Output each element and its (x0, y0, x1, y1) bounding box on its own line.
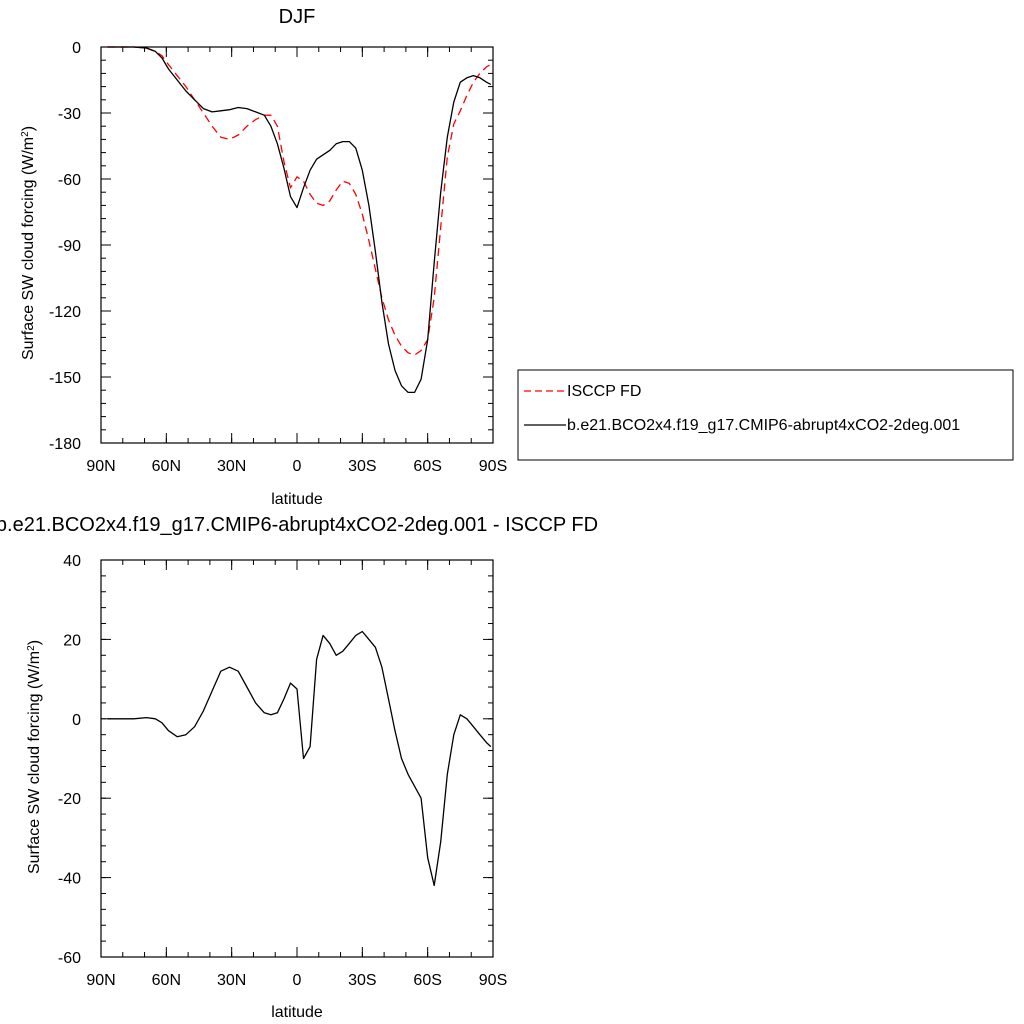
bottom-y-tick-label: -20 (58, 791, 81, 808)
bottom-y-tick-label: 0 (72, 712, 81, 729)
top-panel: DJF 90N 60N 30N 0 30S 60S 90S 0 -30 -60 -90 -120 -15… (20, 6, 1014, 508)
top-x-tick-label: 30N (217, 458, 246, 475)
top-x-tick-label: 60S (413, 458, 441, 475)
bottom-y-tick-label: -60 (58, 950, 81, 967)
bottom-y-tick-label: -40 (58, 871, 81, 888)
bottom-panel: b.e21.BCO2x4.f19_g17.CMIP6-abrupt4xCO2-2… (0, 514, 598, 1021)
bottom-y-axis-label: Surface SW cloud forcing (W/m2) (26, 640, 44, 874)
top-panel-title: DJF (279, 6, 316, 28)
top-y-axis-label: Surface SW cloud forcing (W/m2) (20, 126, 38, 360)
top-y-tick-label: -30 (58, 106, 81, 123)
legend-label-isccp: ISCCP FD (567, 383, 641, 400)
top-y-tick-label: -60 (58, 172, 81, 189)
top-x-tick-label: 0 (293, 458, 302, 475)
bottom-plot-area: 90N 60N 30N 0 30S 60S 90S 40 20 0 -20 -40 -60 (58, 553, 507, 989)
top-series-line-0 (107, 46, 492, 356)
bottom-x-tick-label: 30S (348, 972, 376, 989)
top-y-tick-label: 0 (72, 40, 81, 57)
bottom-x-tick-label: 90N (86, 972, 115, 989)
top-y-tick-label: -150 (49, 370, 81, 387)
top-x-tick-label: 90S (479, 458, 507, 475)
bottom-x-tick-label: 60S (413, 972, 441, 989)
bottom-x-tick-label: 90S (479, 972, 507, 989)
top-x-tick-label: 90N (86, 458, 115, 475)
top-x-tick-label: 30S (348, 458, 376, 475)
bottom-series-line-0 (107, 630, 492, 887)
legend-box (517, 369, 1014, 461)
bottom-panel-title: b.e21.BCO2x4.f19_g17.CMIP6-abrupt4xCO2-2… (0, 514, 598, 536)
bottom-y-tick-label: 20 (63, 632, 81, 649)
bottom-x-tick-label: 60N (152, 972, 181, 989)
bottom-x-axis-label: latitude (271, 1004, 323, 1021)
top-y-tick-label: -90 (58, 238, 81, 255)
bottom-y-tick-label: 40 (63, 553, 81, 570)
top-legend: ISCCP FD b.e21.BCO2x4.f19_g17.CMIP6-abru… (517, 369, 1014, 461)
bottom-x-tick-label: 0 (293, 972, 302, 989)
top-x-axis-label: latitude (271, 491, 323, 508)
top-series-line-1 (107, 46, 492, 394)
top-x-tick-label: 60N (152, 458, 181, 475)
top-y-tick-label: -180 (49, 436, 81, 453)
top-plot-area: 90N 60N 30N 0 30S 60S 90S 0 -30 -60 -90 -120 -150 -18… (49, 40, 507, 475)
top-plot-frame (100, 46, 494, 444)
bottom-x-tick-label: 30N (217, 972, 246, 989)
top-y-tick-label: -120 (49, 304, 81, 321)
legend-label-model: b.e21.BCO2x4.f19_g17.CMIP6-abrupt4xCO2-2… (567, 417, 960, 434)
bottom-plot-frame (100, 559, 494, 958)
